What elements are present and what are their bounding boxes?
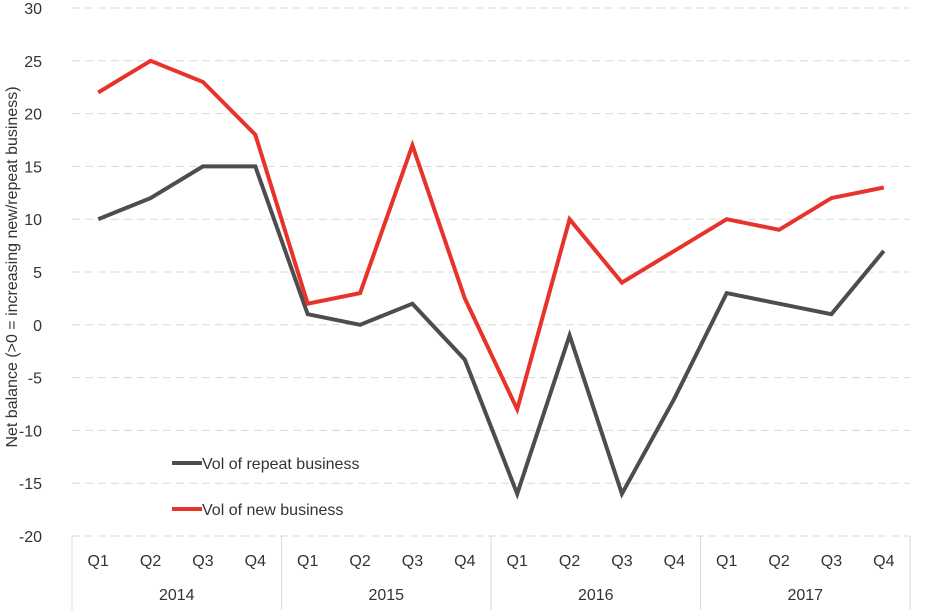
x-group-label: 2014 <box>159 587 195 604</box>
x-tick-label: Q2 <box>559 553 580 570</box>
y-tick-label: -20 <box>19 529 42 546</box>
x-tick-label: Q1 <box>88 553 109 570</box>
y-tick-label: 20 <box>24 107 42 124</box>
y-tick-label: 25 <box>24 54 42 71</box>
x-group-label: 2017 <box>787 587 823 604</box>
y-tick-label: -15 <box>19 476 42 493</box>
x-tick-label: Q2 <box>140 553 161 570</box>
x-tick-label: Q2 <box>768 553 789 570</box>
x-tick-label: Q1 <box>297 553 318 570</box>
x-tick-label: Q3 <box>192 553 213 570</box>
x-tick-label: Q3 <box>402 553 423 570</box>
y-tick-label: 0 <box>33 318 42 335</box>
series-lines <box>97 58 886 500</box>
x-tick-label: Q3 <box>611 553 632 570</box>
series-line-0 <box>97 164 886 500</box>
series-line-1 <box>97 58 885 416</box>
x-group-label: 2015 <box>368 587 404 604</box>
legend-label: Vol of new business <box>202 502 343 519</box>
gridlines <box>71 7 911 610</box>
x-tick-label: Q2 <box>349 553 370 570</box>
x-tick-label: Q3 <box>821 553 842 570</box>
y-axis-title: Net balance (>0 = increasing new/repeat … <box>4 86 21 447</box>
x-group-label: 2016 <box>578 587 614 604</box>
y-tick-label: 30 <box>24 1 42 18</box>
x-tick-label: Q4 <box>664 553 685 570</box>
y-tick-label: 5 <box>33 265 42 282</box>
y-tick-label: 10 <box>24 212 42 229</box>
y-axis-ticks: -20 -15 -10 -5 0 5 10 15 20 25 30 <box>19 1 42 546</box>
y-tick-label: -5 <box>28 371 42 388</box>
x-tick-label: Q4 <box>454 553 475 570</box>
x-tick-label: Q4 <box>873 553 894 570</box>
legend: Vol of repeat business Vol of new busines… <box>172 456 359 519</box>
x-axis-ticks: Q1 Q2 Q3 Q4 Q1 Q2 Q3 Q4 Q1 Q2 Q3 Q4 Q1 Q2 Q3 Q4 2014 2015… <box>88 553 895 604</box>
x-tick-label: Q4 <box>245 553 266 570</box>
y-tick-label: 15 <box>24 159 42 176</box>
x-tick-label: Q1 <box>507 553 528 570</box>
y-tick-label: -10 <box>19 423 42 440</box>
legend-label: Vol of repeat business <box>202 456 359 473</box>
x-tick-label: Q1 <box>716 553 737 570</box>
